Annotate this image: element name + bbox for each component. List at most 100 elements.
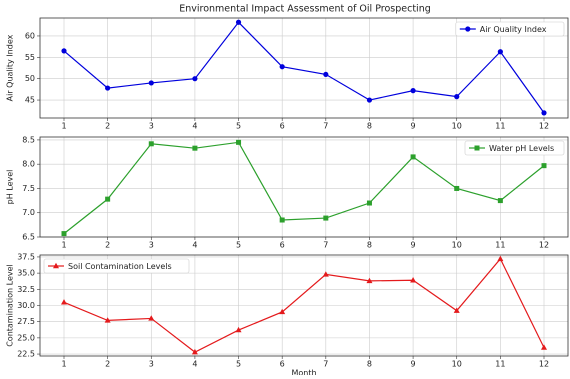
marker (453, 307, 460, 313)
x-tick-label: 9 (411, 122, 416, 131)
marker (279, 217, 285, 223)
x-tick-label: 11 (495, 241, 505, 250)
marker (366, 97, 373, 103)
marker (105, 85, 111, 91)
x-tick-label: 7 (323, 241, 328, 250)
y-tick-label: 27.5 (17, 317, 35, 326)
marker (192, 145, 198, 151)
x-tick-label: 11 (495, 360, 505, 369)
y-tick-label: 7.5 (22, 184, 35, 193)
marker (541, 110, 547, 116)
data-line (63, 21, 545, 114)
marker (235, 19, 242, 25)
legend-label: Water pH Levels (489, 144, 554, 153)
marker (191, 348, 198, 355)
x-tick-label: 5 (236, 360, 241, 369)
marker (410, 88, 416, 94)
marker (61, 48, 67, 54)
y-tick-label: 32.5 (17, 285, 35, 294)
x-tick-label: 5 (236, 122, 241, 131)
legend-box (455, 21, 565, 37)
x-tick-label: 7 (323, 360, 328, 369)
x-tick-label: 2 (105, 360, 110, 369)
y-axis-label: pH Level (6, 170, 15, 205)
x-tick-label: 8 (367, 360, 372, 369)
y-tick-label: 30.0 (17, 301, 35, 310)
x-tick-label: 8 (367, 241, 372, 250)
y-tick-label: 25.0 (17, 333, 35, 342)
marker (236, 139, 242, 145)
legend-box (464, 140, 565, 156)
data-line (63, 141, 545, 235)
x-tick-label: 4 (192, 241, 197, 250)
x-tick-label: 3 (149, 241, 154, 250)
x-tick-label: 6 (280, 241, 285, 250)
marker (148, 80, 154, 86)
marker (541, 344, 547, 350)
x-tick-label: 8 (367, 122, 372, 131)
x-axis-label: Month (291, 369, 316, 376)
legend-label: Soil Contamination Levels (68, 262, 172, 271)
x-tick-label: 6 (280, 122, 285, 131)
marker (323, 215, 329, 221)
legend-marker (474, 145, 480, 151)
marker (104, 317, 111, 323)
x-tick-label: 3 (149, 360, 154, 369)
y-tick-label: 45 (25, 96, 35, 105)
x-tick-label: 12 (539, 241, 549, 250)
plot-frame (39, 136, 569, 238)
y-tick-label: 50 (25, 74, 35, 83)
x-tick-label: 4 (192, 360, 197, 369)
marker (497, 49, 503, 55)
y-tick-label: 35.0 (17, 269, 35, 278)
marker (192, 76, 198, 82)
plot-frame (39, 254, 569, 357)
x-tick-label: 10 (452, 360, 462, 369)
x-tick-label: 9 (411, 241, 416, 250)
x-tick-label: 10 (452, 122, 462, 131)
marker (497, 198, 503, 204)
marker (366, 200, 372, 206)
marker (61, 231, 67, 237)
plot-frame (39, 17, 569, 119)
y-tick-label: 37.5 (17, 252, 35, 261)
marker (148, 315, 155, 321)
marker (105, 196, 111, 202)
marker (541, 163, 547, 169)
x-tick-label: 9 (411, 360, 416, 369)
y-tick-label: 60 (25, 31, 35, 40)
marker (279, 308, 286, 315)
y-tick-label: 8.0 (22, 160, 35, 169)
marker (61, 299, 67, 305)
x-tick-label: 2 (105, 241, 110, 250)
x-tick-label: 4 (192, 122, 197, 131)
x-tick-label: 1 (61, 360, 66, 369)
marker (366, 277, 373, 284)
x-tick-label: 1 (61, 122, 66, 131)
data-line (63, 257, 545, 353)
marker (148, 141, 154, 147)
x-tick-label: 5 (236, 241, 241, 250)
x-tick-label: 7 (323, 122, 328, 131)
marker (323, 71, 329, 78)
y-tick-label: 8.5 (22, 135, 35, 144)
x-tick-label: 11 (495, 122, 505, 131)
marker (454, 185, 460, 191)
x-tick-label: 10 (452, 241, 462, 250)
y-tick-label: 55 (25, 53, 35, 62)
x-tick-label: 2 (105, 122, 110, 131)
x-tick-label: 3 (149, 122, 154, 131)
x-tick-label: 12 (539, 360, 549, 369)
marker (497, 255, 504, 262)
x-tick-label: 6 (280, 360, 285, 369)
y-tick-label: 22.5 (17, 350, 35, 359)
marker (279, 64, 285, 70)
marker (410, 277, 417, 283)
x-tick-label: 1 (61, 241, 66, 250)
y-tick-label: 6.5 (22, 233, 35, 242)
marker (454, 94, 460, 100)
marker (322, 271, 329, 277)
legend-box (43, 258, 190, 274)
legend-label: Air Quality Index (480, 25, 547, 34)
x-tick-label: 12 (539, 122, 549, 131)
